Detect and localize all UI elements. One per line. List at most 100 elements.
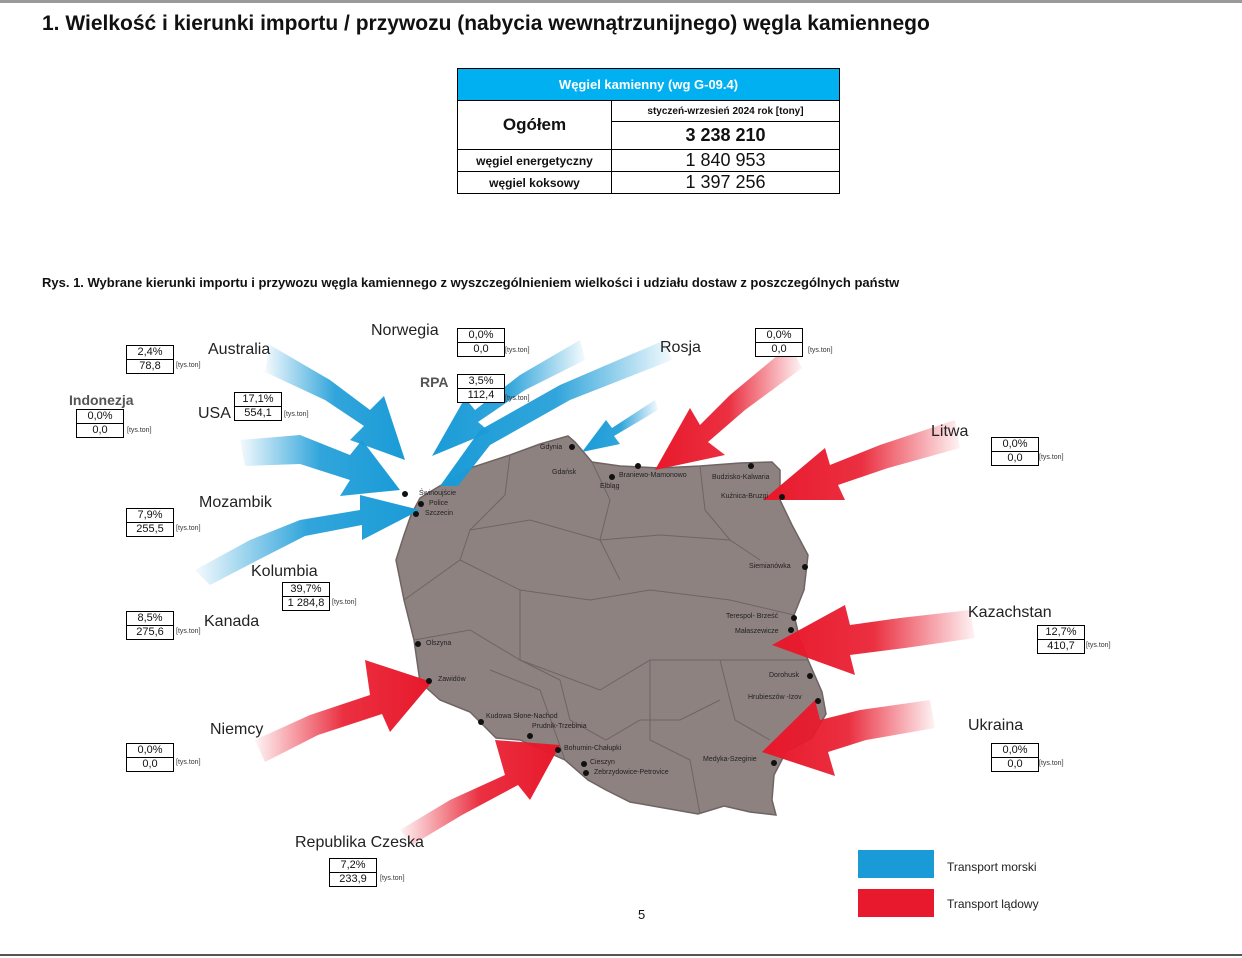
arrow-litwa	[763, 420, 960, 500]
city-siemianowka: Siemianówka	[749, 563, 791, 570]
unit-ukraina: [tys.ton]	[1039, 760, 1064, 767]
volume-australia: 78,8	[126, 360, 174, 374]
country-rosja: Rosja	[660, 339, 701, 356]
valuebox-rpa: 3,5% 112,4	[457, 374, 505, 403]
city-hrubieszow: Hrubieszów -Izov	[748, 694, 802, 701]
city-szczecin: Szczecin	[425, 510, 454, 517]
city-dot	[788, 627, 794, 633]
page-title: 1. Wielkość i kierunki importu / przywoz…	[42, 12, 930, 35]
country-kazachstan: Kazachstan	[968, 604, 1052, 621]
arrow-kazachstan	[772, 605, 975, 675]
legend-swatch-land	[858, 889, 934, 917]
valuebox-mozambik: 7,9% 255,5	[126, 508, 174, 537]
city-malaszewicze: Małaszewicze	[735, 628, 779, 635]
share-mozambik: 7,9%	[126, 508, 174, 523]
volume-ukraina: 0,0	[991, 758, 1039, 772]
city-dot	[802, 564, 808, 570]
city-dot	[413, 511, 419, 517]
city-police: Police	[429, 500, 449, 507]
valuebox-norwegia: 0,0% 0,0	[457, 328, 505, 357]
arrow-rosja-sea	[440, 340, 672, 486]
country-czechy: Republika Czeska	[295, 834, 424, 851]
city-dot	[478, 719, 484, 725]
row-label-koksowy: węgiel koksowy	[457, 171, 612, 194]
country-kanada: Kanada	[204, 613, 260, 630]
legend-label-sea: Transport morski	[947, 860, 1037, 874]
row-value-koksowy: 1 397 256	[611, 171, 840, 194]
city-dot	[415, 641, 421, 647]
city-braniewo: Braniewo-Mamonowo	[619, 472, 687, 479]
unit-rpa: [tys.ton]	[505, 395, 530, 402]
share-rosja: 0,0%	[755, 328, 803, 343]
unit-litwa: [tys.ton]	[1039, 454, 1064, 461]
city-dot	[771, 760, 777, 766]
figure-caption: Rys. 1. Wybrane kierunki importu i przyw…	[42, 275, 900, 290]
valuebox-rosja: 0,0% 0,0	[755, 328, 803, 357]
share-ukraina: 0,0%	[991, 743, 1039, 758]
country-niemcy: Niemcy	[210, 721, 264, 738]
city-dot	[815, 698, 821, 704]
city-dot	[748, 463, 754, 469]
volume-niemcy: 0,0	[126, 758, 174, 772]
volume-rosja: 0,0	[755, 343, 803, 357]
valuebox-ukraina: 0,0% 0,0	[991, 743, 1039, 772]
arrow-rosja-land	[655, 345, 802, 470]
arrow-usa	[240, 435, 400, 496]
import-map	[195, 340, 975, 845]
city-dot	[581, 761, 587, 767]
city-gdansk: Gdańsk	[552, 469, 577, 476]
valuebox-indonezja: 0,0% 0,0	[76, 409, 124, 438]
unit-kanada: [tys.ton]	[176, 628, 201, 635]
city-elblag: Elbląg	[600, 483, 620, 490]
country-ukraina: Ukraina	[968, 717, 1024, 734]
row-label-energetyczny: węgiel energetyczny	[457, 149, 612, 172]
country-mozambik: Mozambik	[199, 494, 272, 511]
bottom-border	[0, 954, 1242, 956]
city-budzisko: Budzisko-Kalwaria	[712, 474, 770, 481]
city-dot	[807, 673, 813, 679]
city-terespol: Terespol- Brześć	[726, 613, 779, 620]
arrow-ukraina	[762, 700, 935, 776]
volume-kazachstan: 410,7	[1037, 640, 1085, 654]
share-rpa: 3,5%	[457, 374, 505, 389]
arrow-niemcy	[255, 660, 432, 762]
volume-litwa: 0,0	[991, 452, 1039, 466]
arrow-gdynia	[582, 400, 658, 452]
city-dot	[583, 770, 589, 776]
country-usa: USA	[198, 405, 231, 422]
share-indonezja: 0,0%	[76, 409, 124, 424]
total-label: Ogółem	[457, 100, 612, 150]
valuebox-czechy: 7,2% 233,9	[329, 858, 377, 887]
volume-mozambik: 255,5	[126, 523, 174, 537]
share-australia: 2,4%	[126, 345, 174, 360]
total-value: 3 238 210	[611, 121, 840, 150]
city-prudnik: Prudnik-Trzebinia	[532, 723, 587, 730]
country-australia: Australia	[208, 341, 271, 358]
city-medyka: Medyka-Szeginie	[703, 756, 757, 763]
country-kolumbia: Kolumbia	[251, 563, 318, 580]
unit-niemcy: [tys.ton]	[176, 759, 201, 766]
valuebox-australia: 2,4% 78,8	[126, 345, 174, 374]
valuebox-kolumbia: 39,7% 1 284,8	[282, 582, 330, 611]
country-norwegia: Norwegia	[371, 322, 439, 339]
volume-czechy: 233,9	[329, 873, 377, 887]
share-czechy: 7,2%	[329, 858, 377, 873]
volume-indonezja: 0,0	[76, 424, 124, 438]
unit-norwegia: [tys.ton]	[505, 347, 530, 354]
page-number: 5	[638, 907, 646, 922]
city-dorohusk: Dorohusk	[769, 672, 799, 679]
city-dot	[791, 615, 797, 621]
arrow-norwegia-rpa	[432, 340, 585, 456]
volume-rpa: 112,4	[457, 389, 505, 403]
share-niemcy: 0,0%	[126, 743, 174, 758]
country-rpa: RPA	[420, 374, 449, 390]
city-dot	[418, 501, 424, 507]
valuebox-litwa: 0,0% 0,0	[991, 437, 1039, 466]
share-kanada: 8,5%	[126, 611, 174, 626]
unit-indonezja: [tys.ton]	[127, 427, 152, 434]
arrow-mozambik	[195, 495, 420, 585]
valuebox-kazachstan: 12,7% 410,7	[1037, 625, 1085, 654]
city-dot	[426, 678, 432, 684]
legend-label-land: Transport lądowy	[947, 897, 1039, 911]
city-gdynia: Gdynia	[540, 444, 563, 451]
